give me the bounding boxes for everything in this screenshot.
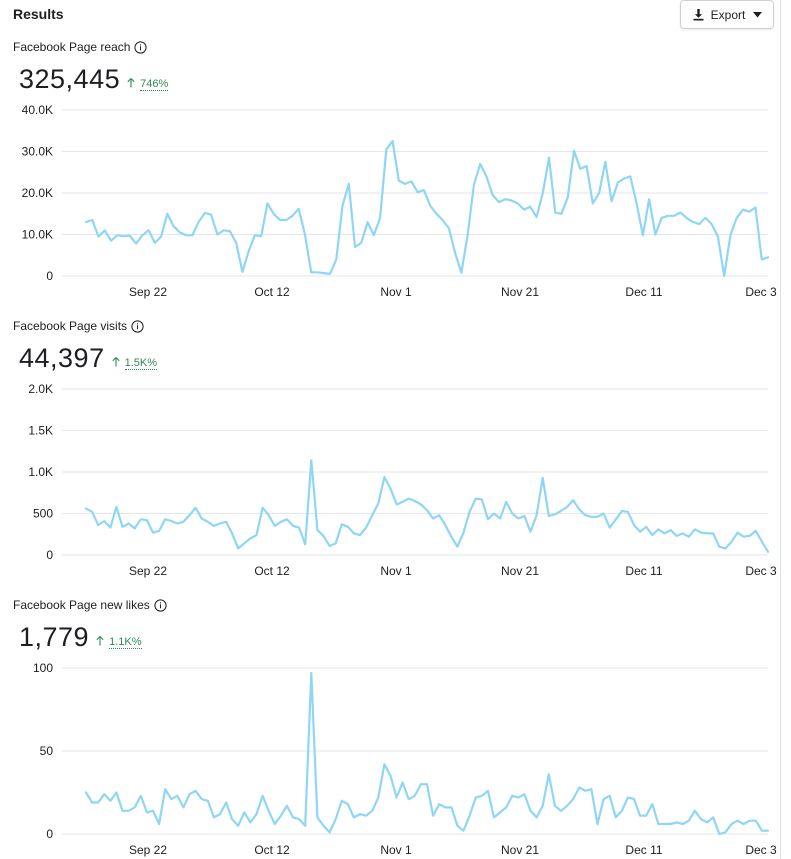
delta-percent[interactable]: 1.1K% <box>109 636 142 649</box>
x-tick-label: Dec 3 <box>745 843 777 857</box>
export-label: Export <box>710 7 746 22</box>
y-tick-label: 0 <box>46 827 53 841</box>
y-tick-label: 20.0K <box>22 186 53 200</box>
delta-percent[interactable]: 746% <box>140 78 169 91</box>
x-tick-label: Sep 22 <box>129 843 167 857</box>
x-tick-label: Oct 12 <box>254 285 290 299</box>
section-title-label: Facebook Page reach <box>13 40 131 54</box>
reach-chart: 0 10.0K 20.0K 30.0K 40.0K Sep 22 Oct 12 Nov 1 No… <box>22 103 777 299</box>
info-icon[interactable] <box>134 40 148 54</box>
section-title-label: Facebook Page new likes <box>13 598 150 612</box>
visits-chart: 0 500 1.0K 1.5K 2.0K Sep 22 Oct 12 Nov 1 Nov 21 D… <box>28 382 777 578</box>
y-tick-label: 40.0K <box>22 103 53 117</box>
section-title-reach: Facebook Page reach <box>13 40 148 54</box>
delta-badge: 1.1K% <box>96 636 142 649</box>
metric-reach: 325,445 746% <box>19 64 169 95</box>
metric-likes: 1,779 1.1K% <box>19 622 142 653</box>
y-tick-label: 1.5K <box>28 424 53 438</box>
x-tick-label: Oct 12 <box>254 843 290 857</box>
metric-value: 325,445 <box>19 64 121 94</box>
delta-badge: 746% <box>127 78 169 91</box>
results-title: Results <box>13 6 64 22</box>
x-tick-label: Nov 1 <box>380 843 412 857</box>
section-title-visits: Facebook Page visits <box>13 319 144 333</box>
x-tick-label: Nov 21 <box>501 285 539 299</box>
y-tick-label: 100 <box>33 661 53 675</box>
arrow-up-icon <box>96 636 104 649</box>
x-tick-label: Dec 11 <box>625 843 662 857</box>
y-tick-label: 500 <box>33 507 53 521</box>
series-line[interactable] <box>84 459 770 553</box>
y-tick-label: 30.0K <box>22 145 53 159</box>
y-tick-label: 0 <box>46 548 53 562</box>
caret-down-icon <box>753 11 763 18</box>
x-tick-label: Nov 21 <box>501 843 539 857</box>
x-tick-label: Dec 3 <box>745 285 777 299</box>
info-icon[interactable] <box>131 319 144 333</box>
x-tick-label: Nov 1 <box>380 285 412 299</box>
metric-value: 44,397 <box>19 343 105 373</box>
arrow-up-icon <box>111 357 120 370</box>
x-tick-label: Dec 11 <box>625 564 662 578</box>
section-title-likes: Facebook Page new likes <box>13 598 167 612</box>
x-tick-label: Dec 3 <box>745 564 777 578</box>
series-line[interactable] <box>84 671 770 836</box>
x-tick-label: Nov 21 <box>501 564 539 578</box>
y-tick-label: 50 <box>40 744 54 758</box>
panel-border <box>780 0 781 859</box>
y-tick-label: 0 <box>46 269 53 283</box>
x-tick-label: Sep 22 <box>129 564 167 578</box>
y-tick-label: 2.0K <box>28 382 53 396</box>
x-tick-label: Oct 12 <box>254 564 290 578</box>
metric-value: 1,779 <box>19 622 90 652</box>
download-icon <box>692 8 705 21</box>
delta-badge: 1.5K% <box>111 357 158 370</box>
section-title-label: Facebook Page visits <box>13 319 128 333</box>
export-button[interactable]: Export <box>680 0 774 29</box>
x-tick-label: Dec 11 <box>625 285 662 299</box>
delta-percent[interactable]: 1.5K% <box>124 357 158 370</box>
y-tick-label: 1.0K <box>28 465 53 479</box>
x-tick-label: Sep 22 <box>129 285 167 299</box>
y-tick-label: 10.0K <box>22 228 53 242</box>
metric-visits: 44,397 1.5K% <box>19 343 158 374</box>
info-icon[interactable] <box>154 598 167 612</box>
likes-chart: 0 50 100 Sep 22 Oct 12 Nov 1 Nov 21 Dec 11 Dec 3 <box>33 661 777 857</box>
series-line[interactable] <box>84 139 770 278</box>
arrow-up-icon <box>127 78 135 91</box>
x-tick-label: Nov 1 <box>380 564 412 578</box>
